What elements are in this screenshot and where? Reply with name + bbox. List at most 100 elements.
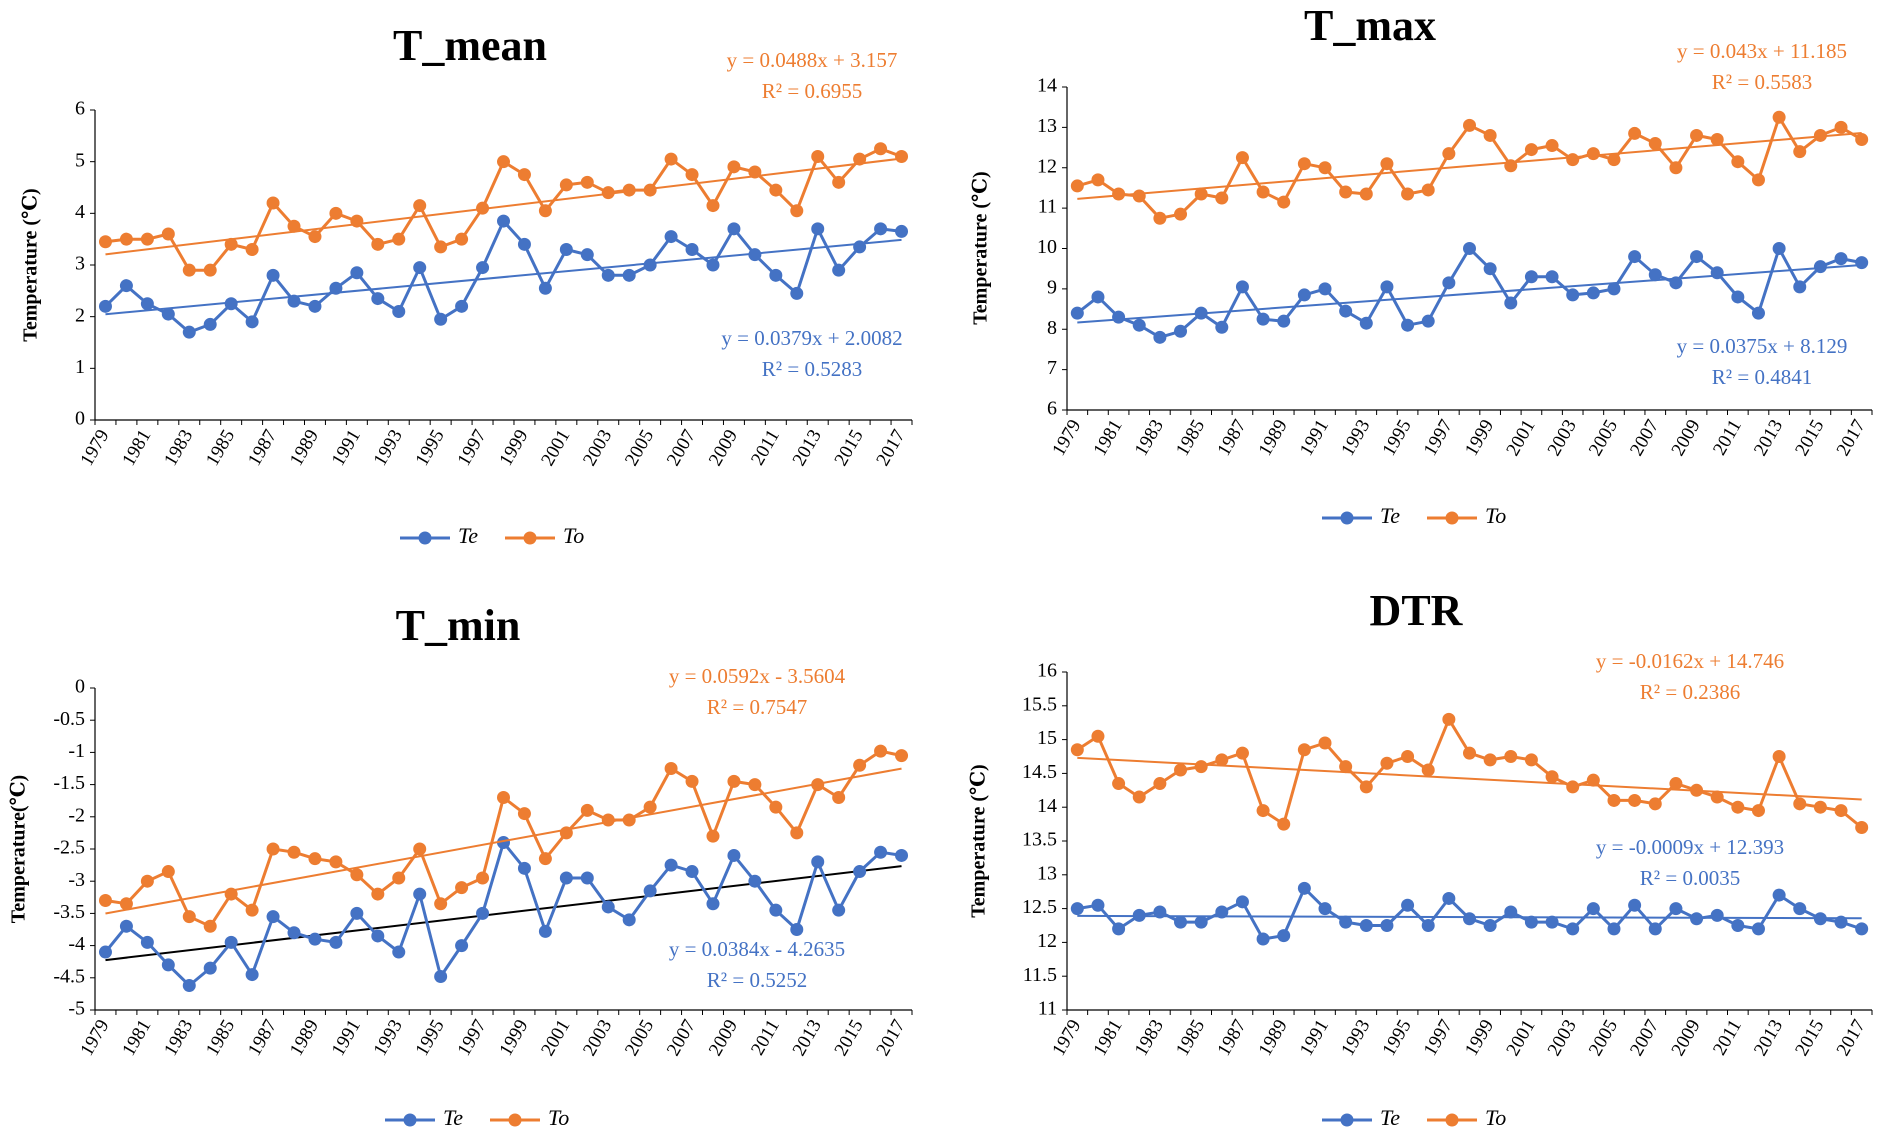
- data-point-to: [266, 842, 280, 856]
- data-point-te: [538, 924, 552, 938]
- data-point-te: [1442, 891, 1456, 905]
- data-point-to: [1277, 195, 1291, 209]
- data-point-te: [371, 292, 385, 306]
- x-tick-label: 2005: [1585, 416, 1622, 459]
- data-point-te: [517, 237, 531, 251]
- data-point-te: [350, 266, 364, 280]
- data-point-te: [1463, 242, 1476, 255]
- data-point-to: [1132, 189, 1146, 203]
- data-point-to: [287, 845, 301, 859]
- data-point-to: [371, 237, 385, 251]
- x-tick-label: 2003: [579, 426, 616, 469]
- data-point-te: [1318, 902, 1332, 916]
- data-point-to: [1442, 147, 1456, 161]
- data-point-te: [1256, 312, 1270, 326]
- data-point-to: [182, 263, 196, 277]
- legend-label: To: [1485, 1105, 1506, 1130]
- trendline-te: [105, 238, 902, 316]
- data-point-to: [245, 903, 259, 917]
- data-point-to: [706, 829, 720, 843]
- data-point-to: [1297, 743, 1311, 757]
- y-tick-label: 0: [75, 408, 85, 430]
- data-point-te: [182, 979, 196, 993]
- data-point-te: [832, 263, 846, 277]
- chart-title: DTR: [1370, 586, 1464, 635]
- chart-title: T_mean: [393, 21, 547, 70]
- data-point-te: [1380, 919, 1394, 932]
- data-point-to: [1070, 743, 1084, 757]
- data-point-te: [769, 903, 783, 917]
- data-point-to: [1793, 145, 1807, 159]
- data-point-te: [643, 258, 657, 272]
- data-point-to: [664, 762, 678, 775]
- x-tick-label: 2013: [789, 426, 826, 469]
- r-squared-label: R² = 0.5283: [762, 357, 862, 381]
- trendline-to: [105, 767, 902, 915]
- data-point-te: [1277, 314, 1291, 328]
- data-point-te: [1855, 922, 1869, 936]
- data-point-to: [98, 235, 112, 249]
- x-tick-label: 2009: [705, 1016, 742, 1059]
- data-point-to: [1483, 128, 1497, 142]
- x-tick-label: 1999: [495, 1016, 532, 1059]
- y-axis-label: Temperature (℃): [20, 188, 42, 341]
- data-point-to: [1628, 126, 1642, 140]
- data-point-te: [392, 945, 406, 959]
- y-tick-label: 4: [75, 201, 85, 223]
- data-point-te: [203, 317, 217, 331]
- data-point-to: [769, 800, 783, 814]
- x-tick-label: 1999: [1461, 1016, 1498, 1059]
- legend-label: Te: [1380, 503, 1400, 528]
- data-point-to: [517, 168, 531, 182]
- data-point-to: [497, 790, 510, 804]
- x-tick-label: 1997: [1420, 1016, 1457, 1059]
- data-point-to: [748, 778, 762, 792]
- legend-marker-te: [1340, 511, 1354, 525]
- x-tick-label: 2011: [1709, 416, 1746, 459]
- data-point-te: [1174, 324, 1188, 338]
- data-point-to: [832, 175, 846, 189]
- data-point-to: [1504, 159, 1518, 173]
- data-point-te: [119, 279, 133, 293]
- data-point-te: [1566, 922, 1580, 936]
- data-point-te: [559, 871, 573, 885]
- data-point-te: [580, 248, 594, 262]
- data-point-to: [140, 874, 154, 888]
- data-point-to: [434, 240, 448, 254]
- data-point-to: [371, 887, 385, 901]
- x-tick-label: 2011: [747, 426, 784, 469]
- data-point-te: [497, 836, 510, 850]
- data-point-to: [161, 227, 175, 241]
- data-point-to: [476, 871, 490, 885]
- x-tick-label: 1981: [1090, 1016, 1127, 1059]
- data-point-to: [1463, 746, 1476, 760]
- data-point-to: [622, 183, 636, 197]
- data-point-to: [643, 800, 657, 814]
- data-point-to: [580, 175, 594, 189]
- data-point-te: [1772, 242, 1786, 255]
- data-point-to: [1380, 756, 1394, 770]
- data-point-to: [1112, 777, 1126, 791]
- data-point-te: [1607, 282, 1621, 296]
- data-point-to: [1710, 132, 1724, 146]
- data-point-te: [434, 312, 448, 326]
- x-tick-label: 1991: [1296, 416, 1333, 459]
- r-squared-label: R² = 0.5583: [1712, 70, 1812, 94]
- x-tick-label: 1985: [1172, 1016, 1209, 1059]
- data-point-to: [413, 199, 427, 213]
- data-point-to: [1256, 185, 1270, 199]
- data-point-to: [1586, 147, 1600, 161]
- data-point-te: [874, 222, 888, 236]
- data-point-te: [287, 926, 301, 940]
- x-tick-label: 1989: [1255, 1016, 1292, 1059]
- data-point-to: [1318, 736, 1332, 750]
- data-point-to: [224, 237, 238, 251]
- y-axis-label: Temperature (℃): [970, 171, 992, 324]
- data-point-to: [1524, 143, 1538, 157]
- trend-equation: y = 0.0488x + 3.157: [727, 48, 898, 72]
- data-point-to: [538, 852, 552, 866]
- legend-label: To: [548, 1105, 569, 1130]
- data-point-to: [1339, 185, 1353, 199]
- data-point-te: [98, 299, 112, 313]
- data-point-te: [622, 268, 636, 282]
